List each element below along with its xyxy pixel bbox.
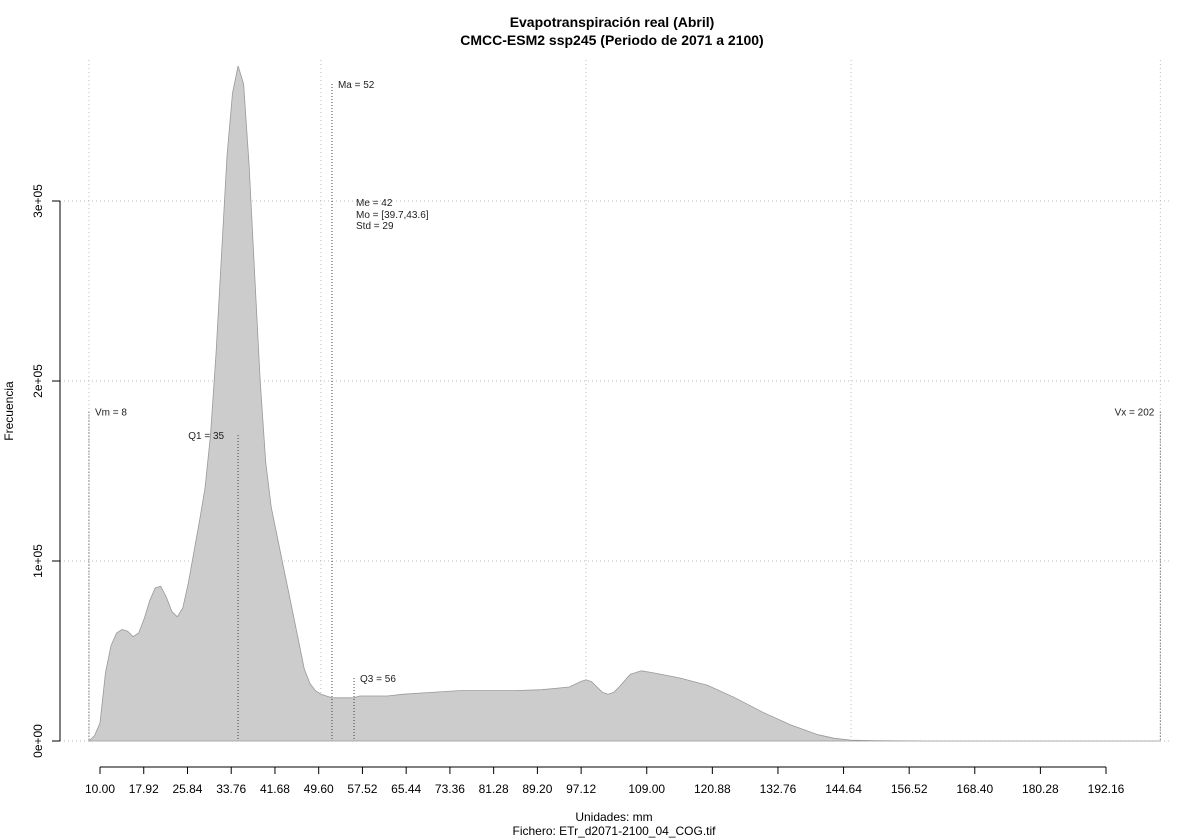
axes: 0e+00 1e+05 2e+05 3e+05 10.00 17.92 25.84 33.76…	[31, 184, 1125, 796]
stats-box: Me = 42 Mo = [39.7,43.6] Std = 29	[356, 198, 429, 232]
stat-std: Std = 29	[356, 221, 394, 232]
x-tick-label: 33.76	[216, 782, 246, 796]
density-area	[88, 65, 1161, 742]
x-tick-label: 144.64	[825, 782, 862, 796]
stat-line-label: Vm = 8	[95, 408, 127, 419]
x-tick-label: 81.28	[479, 782, 509, 796]
file-caption: Fichero: ETr_d2071-2100_04_COG.tif	[513, 824, 717, 838]
stat-line-label: Q1 = 35	[188, 431, 224, 442]
x-tick-label: 132.76	[760, 782, 797, 796]
density-series	[88, 65, 1161, 742]
x-tick-label: 65.44	[391, 782, 421, 796]
x-tick-label: 109.00	[628, 782, 665, 796]
chart-subtitle: CMCC-ESM2 ssp245 (Periodo de 2071 a 2100…	[460, 32, 763, 48]
x-tick-label: 41.68	[260, 782, 290, 796]
chart-title: Evapotranspiración real (Abril)	[510, 14, 715, 30]
y-tick-label: 1e+05	[31, 544, 45, 578]
x-tick-label: 25.84	[172, 782, 202, 796]
x-axis-label: Unidades: mm	[575, 810, 652, 824]
x-tick-label: 156.52	[891, 782, 928, 796]
stat-line-label: Q3 = 56	[360, 674, 396, 685]
x-tick-label: 73.36	[435, 782, 465, 796]
x-tick-label: 17.92	[129, 782, 159, 796]
stat-line-label: Ma = 52	[338, 80, 375, 91]
stat-median: Me = 42	[356, 198, 393, 209]
y-tick-label: 2e+05	[31, 364, 45, 398]
x-tick-label: 57.52	[347, 782, 377, 796]
stat-markers: Vm = 8 Q1 = 35 Ma = 52 Q3 = 56 Vx = 202	[88, 80, 1161, 741]
stat-line-label: Vx = 202	[1115, 408, 1155, 419]
stat-mode: Mo = [39.7,43.6]	[356, 210, 429, 221]
x-tick-label: 97.12	[566, 782, 596, 796]
x-tick-label: 180.28	[1022, 782, 1059, 796]
y-tick-label: 3e+05	[31, 184, 45, 218]
x-tick-label: 192.16	[1088, 782, 1125, 796]
x-tick-label: 89.20	[522, 782, 552, 796]
x-tick-label: 10.00	[85, 782, 115, 796]
y-tick-label: 0e+00	[31, 724, 45, 758]
x-tick-label: 168.40	[956, 782, 993, 796]
x-tick-label: 120.88	[694, 782, 731, 796]
y-axis-label: Frecuencia	[2, 381, 16, 441]
x-tick-label: 49.60	[304, 782, 334, 796]
